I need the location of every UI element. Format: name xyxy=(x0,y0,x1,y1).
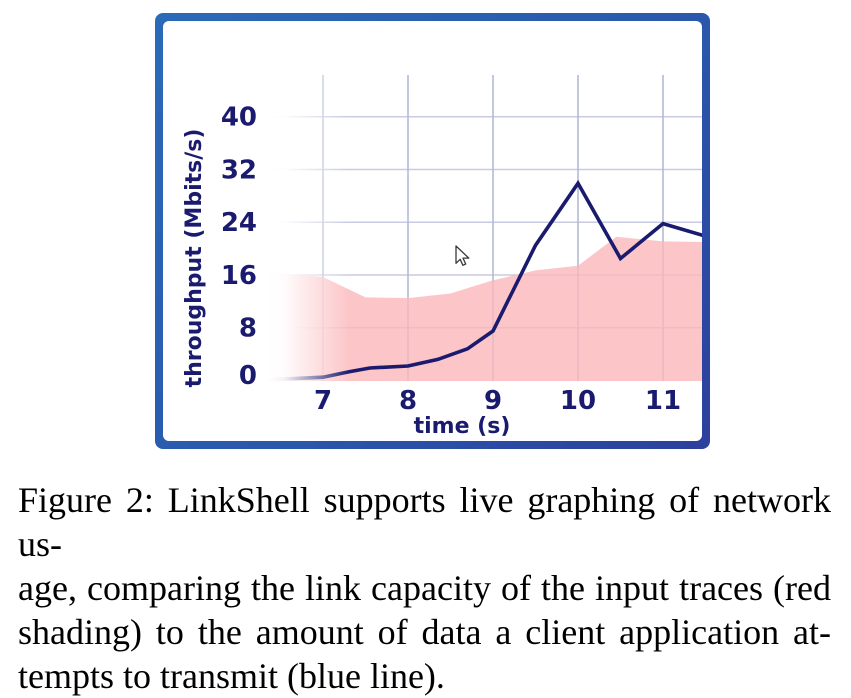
figure-panel: 0 8 16 24 32 40 7 8 9 10 11 time (s) throughput (M… xyxy=(163,21,702,441)
left-fade-overlay xyxy=(267,72,350,382)
caption-line-3: shading) to the amount of data a client … xyxy=(18,612,831,652)
mouse-arrow-cursor xyxy=(455,245,470,266)
svg-text:24: 24 xyxy=(221,208,257,238)
caption-line-4: tempts to transmit (blue line). xyxy=(18,656,445,696)
svg-text:11: 11 xyxy=(645,386,681,416)
axis-tick-labels: 0 8 16 24 32 40 7 8 9 10 11 xyxy=(221,103,681,416)
svg-text:32: 32 xyxy=(221,155,257,185)
svg-text:9: 9 xyxy=(484,386,502,416)
caption-line-1: Figure 2: LinkShell supports live graphi… xyxy=(18,480,831,564)
figure-caption: Figure 2: LinkShell supports live graphi… xyxy=(18,478,831,698)
throughput-chart: 0 8 16 24 32 40 7 8 9 10 11 time (s) throughput (M… xyxy=(182,72,702,439)
y-axis-title: throughput (Mbits/s) xyxy=(182,129,207,388)
caption-line-2: age, comparing the link capacity of the … xyxy=(18,568,831,608)
arrow-cursor-icon xyxy=(455,245,470,266)
figure-panel-border: 0 8 16 24 32 40 7 8 9 10 11 time (s) throughput (M… xyxy=(155,13,710,449)
svg-text:7: 7 xyxy=(314,386,332,416)
svg-text:8: 8 xyxy=(399,386,417,416)
page: { "chart_data": { "type": "area+line", "… xyxy=(18,13,831,696)
link-capacity-area xyxy=(267,236,702,381)
svg-text:0: 0 xyxy=(239,361,257,391)
x-axis-title: time (s) xyxy=(414,414,511,439)
svg-text:40: 40 xyxy=(221,103,257,133)
svg-text:16: 16 xyxy=(221,261,257,291)
svg-text:10: 10 xyxy=(560,386,596,416)
svg-text:8: 8 xyxy=(239,314,257,344)
